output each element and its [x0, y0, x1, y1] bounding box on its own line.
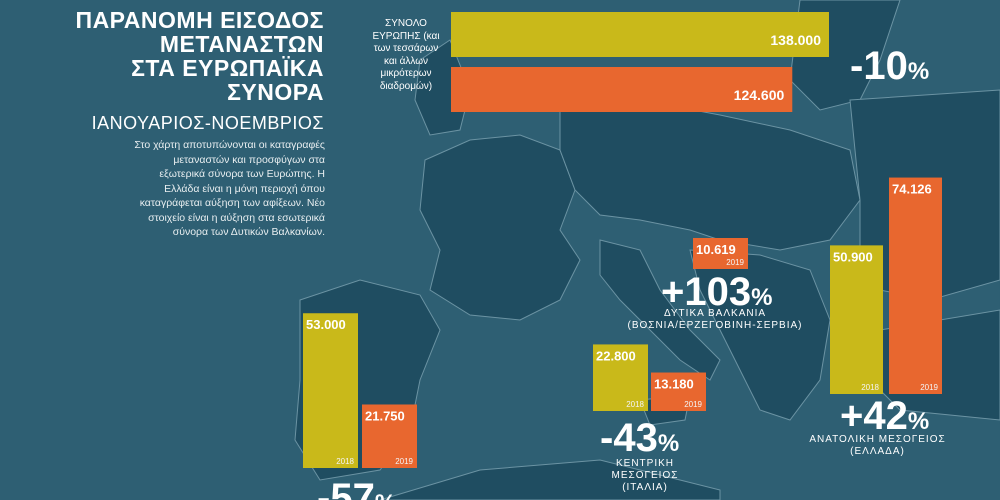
bar-2018 — [593, 344, 648, 411]
bar-value-label: 50.900 — [833, 249, 873, 264]
region-east-med: ΑΝΑΤΟΛΙΚΗ ΜΕΣΟΓΕΙΟΣ (ΕΛΛΑΔΑ) — [795, 434, 960, 458]
title-line: ΠΑΡΑΝΟΜΗ ΕΙΣΟΔΟΣ — [75, 7, 324, 33]
change-central-med: -43% — [600, 418, 679, 464]
land-balkans — [689, 249, 831, 421]
region-line: ΔΥΤΙΚΑ ΒΑΛΚΑΝΙΑ — [663, 308, 767, 319]
chart-marks: 138.000124.60010.619201922.800201813.180… — [303, 12, 942, 468]
region-line: ΜΕΣΟΓΕΙΟΣ — [611, 470, 679, 481]
bar-2018 — [830, 245, 883, 394]
region-line: ΑΝΑΤΟΛΙΚΗ ΜΕΣΟΓΕΙΟΣ — [809, 434, 946, 445]
period-subtitle: ΙΑΝΟΥΑΡΙΟΣ-ΝΟΕΜΒΡΙΟΣ — [91, 113, 324, 133]
change-west-balkans: +103% — [661, 272, 772, 318]
europe-total-label: ΣΥΝΟΛΟ ΕΥΡΩΠΗΣ (και των τεσσάρων και άλλ… — [372, 18, 440, 92]
change-west-med: -57% — [317, 478, 396, 500]
region-west-balkans: ΔΥΤΙΚΑ ΒΑΛΚΑΝΙΑ (ΒΟΣΝΙΑ/ΕΡΖΕΓΟΒΙΝΗ-ΣΕΡΒΙ… — [615, 308, 815, 332]
page-title: ΠΑΡΑΝΟΜΗ ΕΙΣΟΔΟΣ ΜΕΤΑΝΑΣΤΩΝ ΣΤΑ ΕΥΡΩΠΑΪΚ… — [75, 8, 324, 104]
total-bar-2018 — [451, 12, 829, 57]
bar-year-label: 2018 — [336, 457, 354, 466]
bar-2019 — [362, 404, 417, 468]
bar-value-label: 22.800 — [596, 348, 636, 363]
bar-2018 — [303, 313, 358, 468]
region-line: ΚΕΝΤΡΙΚΗ — [615, 458, 674, 469]
bar-year-label: 2018 — [626, 400, 644, 409]
bar-value-label: 13.180 — [654, 377, 694, 392]
percent-sign: % — [907, 58, 930, 85]
percent-sign: % — [657, 430, 680, 457]
total-bar-2019 — [451, 67, 793, 112]
bar-year-label: 2019 — [395, 457, 413, 466]
percent-sign: % — [375, 490, 396, 500]
total-bar-value: 124.600 — [734, 87, 785, 103]
title-line: ΣΤΑ ΕΥΡΩΠΑΪΚΑ — [131, 55, 324, 81]
total-bar-value: 138.000 — [770, 32, 821, 48]
title-line: ΣΥΝΟΡΑ — [227, 79, 324, 105]
change-value: -43 — [600, 416, 658, 460]
bar-value-label: 74.126 — [892, 182, 932, 197]
bar-year-label: 2019 — [726, 258, 744, 267]
bar-value-label: 10.619 — [696, 242, 736, 257]
bar-2019 — [889, 177, 942, 394]
region-line: (ΒΟΣΝΙΑ/ΕΡΖΕΓΟΒΙΝΗ-ΣΕΡΒΙΑ) — [627, 320, 803, 331]
land-italy — [599, 239, 721, 381]
bar-2019 — [693, 237, 748, 269]
bar-value-label: 53.000 — [306, 317, 346, 332]
land-north-africa — [379, 459, 721, 500]
land-central-europe — [559, 99, 861, 251]
bar-year-label: 2019 — [684, 400, 702, 409]
bar-year-label: 2018 — [861, 383, 879, 392]
change-value: +42 — [840, 394, 908, 438]
percent-sign: % — [907, 408, 930, 435]
change-value: +103 — [661, 270, 752, 314]
bar-value-label: 21.750 — [365, 408, 405, 423]
bar-2019 — [651, 372, 706, 411]
region-central-med: ΚΕΝΤΡΙΚΗ ΜΕΣΟΓΕΙΟΣ (ΙΤΑΛΙΑ) — [590, 458, 700, 494]
region-line: (ΕΛΛΑΔΑ) — [850, 446, 905, 457]
change-east-med: +42% — [840, 396, 929, 442]
title-line: ΜΕΤΑΝΑΣΤΩΝ — [159, 31, 324, 57]
change-value: -57 — [317, 476, 375, 500]
region-line: (ΙΤΑΛΙΑ) — [622, 482, 668, 493]
bar-year-label: 2019 — [920, 383, 938, 392]
change-europe-total: -10% — [850, 46, 929, 92]
description-text: Στο χάρτη αποτυπώνονται οι καταγραφές με… — [134, 139, 325, 238]
change-value: -10 — [850, 44, 908, 88]
percent-sign: % — [751, 284, 773, 311]
land-france — [419, 134, 581, 321]
